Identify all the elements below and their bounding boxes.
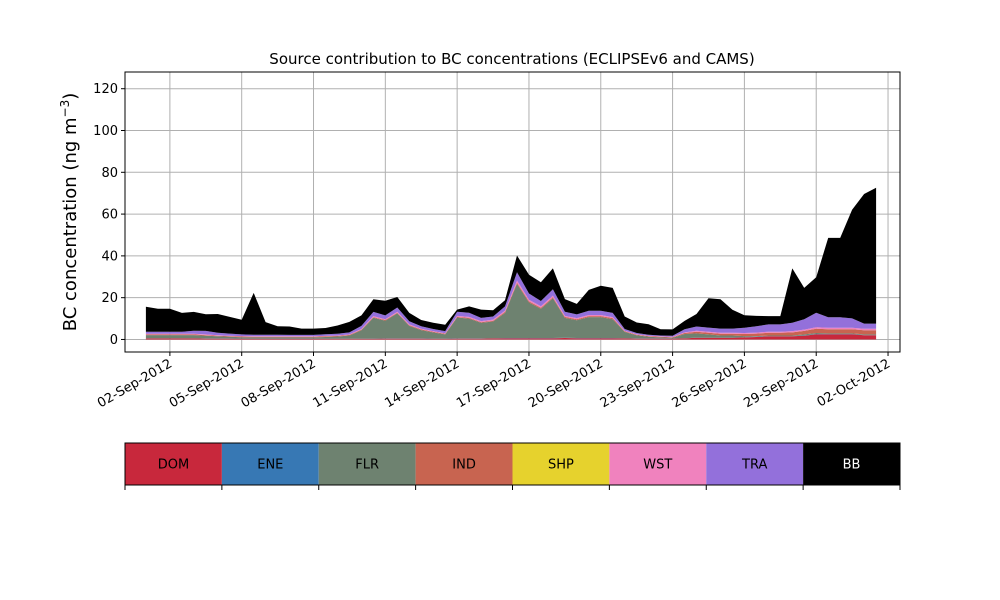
legend-label-bb: BB xyxy=(843,458,861,473)
y-tick-label: 120 xyxy=(93,82,118,97)
x-tick-label: 02-Sep-2012 xyxy=(95,356,175,411)
legend-swatch-ene xyxy=(221,443,319,485)
x-tick-label: 17-Sep-2012 xyxy=(454,356,534,411)
x-tick-label: 11-Sep-2012 xyxy=(311,356,391,411)
x-tick-label: 02-Oct-2012 xyxy=(815,356,893,410)
legend-label-dom: DOM xyxy=(158,458,189,473)
legend-label-wst: WST xyxy=(643,458,672,473)
x-tick-label: 20-Sep-2012 xyxy=(526,356,606,411)
legend-label-tra: TRA xyxy=(741,458,767,473)
legend-swatch-ind xyxy=(415,443,513,485)
y-tick-label: 80 xyxy=(101,166,118,181)
legend-label-shp: SHP xyxy=(548,458,574,473)
area-series-ind xyxy=(145,282,877,338)
plot-frame xyxy=(124,71,901,353)
y-axis: 0 20 40 60 80 100 120 xyxy=(93,82,125,348)
legend-swatch-shp xyxy=(512,443,610,485)
area-series-bb xyxy=(145,187,877,336)
area-series-flr xyxy=(145,283,877,339)
source-legend: DOM ENE FLR IND SHP WST TRA BB xyxy=(124,442,901,490)
chart-title: Source contribution to BC concentrations… xyxy=(269,50,754,68)
legend-label-flr: FLR xyxy=(355,458,379,473)
area-series-dom xyxy=(145,334,877,340)
legend-label-ene: ENE xyxy=(257,458,283,473)
y-tick-label: 60 xyxy=(101,208,118,223)
legend-swatch-dom xyxy=(125,443,222,485)
legend-swatch-bb xyxy=(803,443,900,485)
x-tick-label: 14-Sep-2012 xyxy=(382,356,462,411)
x-tick-label: 23-Sep-2012 xyxy=(598,356,678,411)
y-axis-label: BC concentration (ng m−3) xyxy=(58,93,81,332)
y-tick-label: 40 xyxy=(101,249,118,264)
legend-swatch-wst xyxy=(609,443,707,485)
y-tick-label: 0 xyxy=(110,333,118,348)
legend-label-ind: IND xyxy=(452,458,476,473)
stacked-areas xyxy=(145,187,877,340)
x-axis: 02-Sep-201205-Sep-201208-Sep-201211-Sep-… xyxy=(95,352,893,411)
x-tick-label: 08-Sep-2012 xyxy=(239,356,319,411)
y-tick-label: 20 xyxy=(101,291,118,306)
y-tick-label: 100 xyxy=(93,124,118,139)
x-tick-label: 05-Sep-2012 xyxy=(167,356,247,411)
x-tick-label: 26-Sep-2012 xyxy=(670,356,750,411)
legend-swatch-tra xyxy=(706,443,804,485)
x-tick-label: 29-Sep-2012 xyxy=(741,356,821,411)
legend-swatch-flr xyxy=(318,443,416,485)
